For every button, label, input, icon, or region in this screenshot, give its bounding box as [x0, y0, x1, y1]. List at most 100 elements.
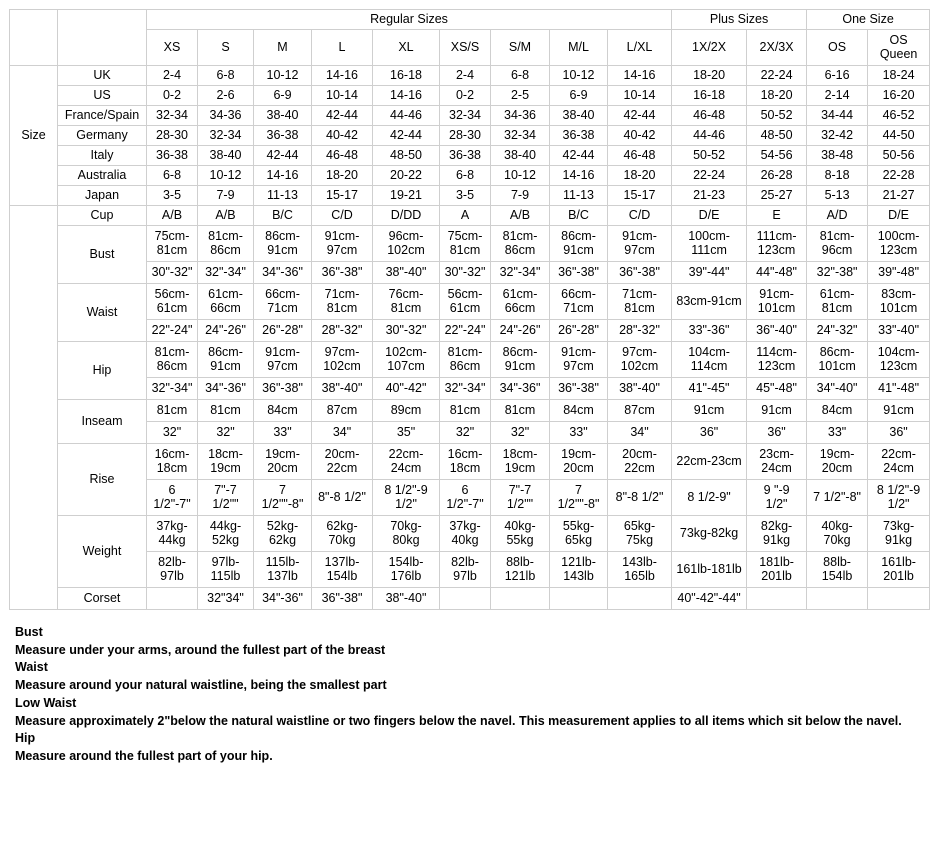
cell: 2-6 — [197, 84, 254, 106]
cell: 39"-48" — [867, 260, 931, 284]
cell: 62kg-70kg — [311, 514, 373, 552]
cell: 91cm-97cm — [549, 340, 608, 378]
cell: 36"-38" — [549, 376, 608, 400]
cell: 50-52 — [746, 104, 808, 126]
size-chart-body: Regular Sizes Plus Sizes One Size XS S M… — [9, 9, 931, 610]
cell: 40-42 — [606, 124, 673, 146]
cell: 143lb-165lb — [606, 550, 673, 588]
cell: 44-46 — [671, 124, 748, 146]
cell: 22"-24" — [146, 318, 198, 342]
row-label-italy: Italy — [57, 144, 147, 166]
column-header-l-xl: L/XL — [606, 28, 673, 66]
cell: 115lb-137lb — [253, 550, 312, 588]
cell: 18-20 — [606, 164, 673, 186]
cell: 28-30 — [439, 124, 491, 146]
table-row-germany: Germany 28-30 32-34 36-38 40-42 42-44 28… — [10, 124, 931, 146]
cell: 19cm-20cm — [253, 442, 312, 480]
cell: 14-16 — [606, 64, 673, 86]
cell: 16-18 — [372, 64, 440, 86]
row-label-rise: Rise — [57, 442, 147, 516]
cell: 38"-40" — [372, 586, 440, 610]
cell: 26"-28" — [253, 318, 312, 342]
cell: 16-20 — [867, 84, 931, 106]
cell: 46-48 — [311, 144, 373, 166]
cell: 11-13 — [549, 184, 608, 206]
cell: 5-13 — [806, 184, 869, 206]
column-header-m-l: M/L — [549, 28, 608, 66]
row-label-france-spain: France/Spain — [57, 104, 147, 126]
cell: 36" — [746, 420, 808, 444]
cell: 8-18 — [806, 164, 869, 186]
row-label-weight: Weight — [57, 514, 147, 588]
row-label-germany: Germany — [57, 124, 147, 146]
cell: 22"-24" — [439, 318, 491, 342]
cell: 28"-32" — [606, 318, 673, 342]
row-label-blank-cell — [57, 9, 147, 66]
cell: 6-8 — [439, 164, 491, 186]
cell: 104cm-123cm — [867, 340, 931, 378]
cell: 81cm — [197, 398, 254, 422]
row-label-australia: Australia — [57, 164, 147, 186]
cell: 18-24 — [867, 64, 931, 86]
cell: 32-34 — [439, 104, 491, 126]
cell: 10-12 — [549, 64, 608, 86]
cell: 34"-36" — [197, 376, 254, 400]
cell: 2-5 — [490, 84, 550, 106]
cell: 91cm-101cm — [746, 282, 808, 320]
cell: 36-38 — [146, 144, 198, 166]
cell: 45"-48" — [746, 376, 808, 400]
cell: 71cm-81cm — [606, 282, 673, 320]
table-row-france-spain: France/Spain 32-34 34-36 38-40 42-44 44-… — [10, 104, 931, 126]
cell: 37kg-40kg — [439, 514, 491, 552]
cell: 32-34 — [490, 124, 550, 146]
cell: 18cm-19cm — [197, 442, 254, 480]
cell: 32"34" — [197, 586, 254, 610]
cell: 42-44 — [372, 124, 440, 146]
cell: 61cm-66cm — [197, 282, 254, 320]
column-header-xl: XL — [372, 28, 440, 66]
cell: C/D — [311, 204, 373, 226]
cell: 88lb-121lb — [490, 550, 550, 588]
cell: 38"-40" — [372, 260, 440, 284]
row-label-waist: Waist — [57, 282, 147, 342]
cell: 36"-38" — [606, 260, 673, 284]
cell: 83cm-91cm — [671, 282, 748, 320]
cell: 86cm-91cm — [253, 224, 312, 262]
size-chart-table: Regular Sizes Plus Sizes One Size XS S M… — [9, 9, 931, 610]
row-label-cup: Cup — [57, 204, 147, 226]
cell: 91cm-97cm — [606, 224, 673, 262]
table-row-bust-imperial: 30"-32" 32"-34" 34"-36" 36"-38" 38"-40" … — [10, 260, 931, 284]
cell: 42-44 — [253, 144, 312, 166]
cell: 7"-7 1/2"" — [490, 478, 550, 516]
cell: A/B — [197, 204, 254, 226]
cell: 33" — [549, 420, 608, 444]
table-row-inseam-imperial: 32" 32" 33" 34" 35" 32" 32" 33" 34" 36" … — [10, 420, 931, 444]
cell: 8 1/2"-9 1/2" — [372, 478, 440, 516]
cell: 34-36 — [490, 104, 550, 126]
cell: 36"-38" — [253, 376, 312, 400]
cell: 70kg-80kg — [372, 514, 440, 552]
cell: 20cm-22cm — [311, 442, 373, 480]
cell: 15-17 — [606, 184, 673, 206]
table-row-bust-metric: Bust 75cm-81cm 81cm-86cm 86cm-91cm 91cm-… — [10, 224, 931, 284]
cell: 22-28 — [867, 164, 931, 186]
note-text-waist: Measure around your natural waistline, b… — [15, 678, 387, 692]
cell: 96cm-102cm — [372, 224, 440, 262]
row-label-bust: Bust — [57, 224, 147, 284]
cell: 32" — [146, 420, 198, 444]
cell: 19-21 — [372, 184, 440, 206]
row-label-hip: Hip — [57, 340, 147, 400]
cell: 88lb-154lb — [806, 550, 869, 588]
cell: 38-40 — [549, 104, 608, 126]
side-label-blank-lower — [9, 204, 58, 610]
cell: 91cm-97cm — [253, 340, 312, 378]
cell: 32" — [439, 420, 491, 444]
cell: 56cm-61cm — [439, 282, 491, 320]
cell: C/D — [606, 204, 673, 226]
cell: 81cm-86cm — [197, 224, 254, 262]
cell: 32"-34" — [439, 376, 491, 400]
group-header-plus-sizes: Plus Sizes — [671, 9, 808, 30]
cell: 32"-34" — [490, 260, 550, 284]
column-header-2x-3x: 2X/3X — [746, 28, 808, 66]
size-chart-page: Regular Sizes Plus Sizes One Size XS S M… — [9, 9, 931, 763]
